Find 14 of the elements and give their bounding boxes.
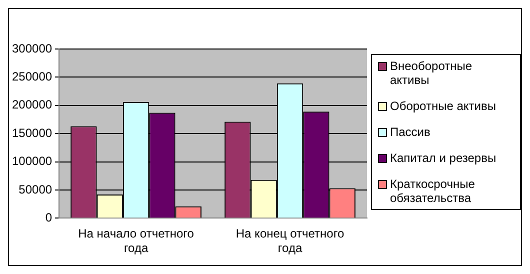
y-tick-label: 250000 (12, 70, 52, 84)
y-tick-label: 100000 (12, 154, 52, 168)
legend-label: Пассив (390, 125, 430, 139)
legend-label: Капитал и резервы (390, 151, 496, 165)
legend-label: Краткосрочные обязательства (390, 177, 476, 205)
legend-label: Оборотные активы (390, 99, 496, 113)
y-tick-label: 0 (45, 210, 52, 225)
x-tick-label: На конец отчетного года (236, 226, 344, 256)
y-tick-label: 50000 (18, 182, 52, 196)
y-tick-label: 150000 (12, 126, 52, 140)
y-tick-label: 300000 (12, 41, 52, 56)
x-tick-label: На начало отчетного года (78, 226, 194, 256)
y-tick-label: 200000 (12, 98, 52, 112)
legend-label: Внеоборотные активы (390, 59, 474, 87)
